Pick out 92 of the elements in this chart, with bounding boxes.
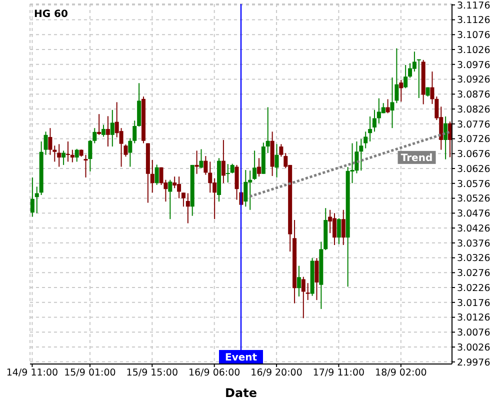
candlestick bbox=[154, 164, 159, 186]
y-tick-label: 3.0076 bbox=[457, 328, 490, 339]
candlestick bbox=[266, 106, 270, 154]
y-tick-label: 3.1176 bbox=[457, 0, 490, 12]
y-tick-label: 3.0626 bbox=[457, 164, 490, 175]
y-tick-label: 3.0976 bbox=[457, 60, 490, 71]
candlestick bbox=[341, 209, 346, 246]
candlestick bbox=[132, 120, 137, 144]
x-tick-label: 16/9 06:00 bbox=[188, 368, 240, 379]
y-tick-label: 3.0826 bbox=[457, 104, 490, 116]
candlestick bbox=[252, 150, 257, 180]
candlestick bbox=[128, 138, 132, 168]
y-tick-label: 2.9976 bbox=[457, 357, 490, 368]
x-tick-label: 18/9 02:00 bbox=[375, 368, 427, 379]
candlestick bbox=[328, 209, 332, 234]
y-tick-label: 3.1126 bbox=[457, 15, 490, 26]
candlestick bbox=[92, 128, 97, 144]
text: HG 60 bbox=[34, 9, 68, 21]
y-tick-label: 3.0776 bbox=[457, 119, 490, 130]
candlestick bbox=[412, 51, 416, 72]
y-tick-label: 3.0676 bbox=[457, 149, 490, 160]
candlestick bbox=[186, 192, 190, 224]
candlestick bbox=[274, 144, 279, 178]
y-tick-label: 3.0576 bbox=[457, 178, 490, 190]
x-tick-label: 15/9 01:00 bbox=[64, 368, 116, 379]
x-tick-label: 17/9 11:00 bbox=[312, 368, 365, 379]
candlestick bbox=[57, 144, 62, 168]
candlestick bbox=[168, 179, 172, 220]
candlestick bbox=[30, 176, 34, 218]
candlestick bbox=[62, 150, 66, 166]
candlestick bbox=[279, 144, 284, 158]
candlestick bbox=[408, 62, 412, 78]
candlestick bbox=[66, 140, 70, 162]
candlestick bbox=[386, 98, 390, 114]
y-tick-label: 3.0426 bbox=[457, 223, 490, 234]
candlestick bbox=[204, 156, 208, 176]
candlestick bbox=[221, 139, 226, 184]
y-tick-label: 3.0176 bbox=[457, 298, 490, 309]
candlestick bbox=[364, 131, 368, 149]
candlestick bbox=[244, 170, 248, 208]
candlestick bbox=[102, 124, 106, 138]
candlestick bbox=[70, 149, 74, 163]
candlestick bbox=[181, 192, 186, 208]
candlestick bbox=[208, 161, 212, 194]
candlestick bbox=[48, 128, 52, 156]
y-tick-label: 3.1076 bbox=[457, 30, 490, 42]
y-tick-label: 3.0876 bbox=[457, 90, 490, 101]
candlestick bbox=[372, 109, 376, 132]
candlestick bbox=[314, 258, 319, 301]
y-tick-label: 3.0026 bbox=[457, 342, 490, 354]
candlestick bbox=[34, 186, 39, 214]
y-tick-label: 3.0226 bbox=[457, 282, 490, 294]
candlestick bbox=[256, 158, 261, 178]
candlestick bbox=[399, 79, 404, 102]
candlestick bbox=[296, 265, 301, 297]
x-axis-title: Date bbox=[225, 386, 257, 400]
y-tick-label: 3.0526 bbox=[457, 194, 490, 205]
y-tick-label: 3.0926 bbox=[457, 74, 490, 86]
candlestick bbox=[226, 164, 230, 184]
candlestick bbox=[301, 276, 306, 319]
candlestick bbox=[88, 139, 92, 172]
candlestick bbox=[84, 154, 88, 178]
candlestick bbox=[306, 282, 310, 301]
candlestick bbox=[52, 145, 57, 162]
candlestick bbox=[368, 116, 372, 142]
candlestick bbox=[172, 176, 177, 189]
x-tick-label: 15/9 15:00 bbox=[126, 368, 178, 379]
candlestick bbox=[444, 116, 448, 160]
y-tick-label: 3.0726 bbox=[457, 134, 490, 146]
y-tick-label: 3.0276 bbox=[457, 268, 490, 280]
candlestick bbox=[150, 159, 154, 194]
candlestick bbox=[199, 148, 204, 169]
candlestick bbox=[404, 64, 408, 89]
candlestick bbox=[359, 138, 364, 172]
candlestick bbox=[230, 163, 234, 174]
candlestick bbox=[44, 131, 48, 156]
x-tick-label: 14/9 11:00 bbox=[6, 368, 58, 379]
candlestick bbox=[74, 148, 79, 162]
candlestick bbox=[430, 71, 434, 104]
y-tick-label: 3.0126 bbox=[457, 312, 490, 324]
y-tick-label: 3.0476 bbox=[457, 208, 490, 220]
candlestick bbox=[106, 116, 110, 148]
candlestick bbox=[97, 114, 102, 136]
candlestick bbox=[110, 109, 114, 148]
series-label: Trend bbox=[400, 152, 433, 164]
y-tick-label: 3.0376 bbox=[457, 238, 490, 250]
annotation: Event bbox=[224, 352, 258, 364]
x-tick-label: 16/9 20:00 bbox=[250, 368, 302, 379]
candlestick bbox=[336, 218, 341, 245]
y-tick-label: 3.1026 bbox=[457, 44, 490, 56]
y-tick-label: 3.0326 bbox=[457, 253, 490, 264]
candlestick bbox=[416, 58, 421, 99]
